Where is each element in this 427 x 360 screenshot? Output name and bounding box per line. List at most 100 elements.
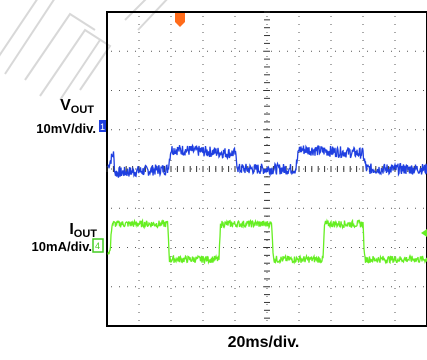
- grid-dot: [362, 208, 364, 209]
- grid-dot: [223, 168, 224, 170]
- grid-dot: [362, 40, 364, 41]
- grid-dot: [138, 280, 140, 281]
- grid-dot: [330, 104, 332, 105]
- grid-dot: [138, 312, 140, 313]
- grid-dot: [207, 129, 208, 131]
- vout-trace: [107, 143, 427, 178]
- grid-dot: [330, 216, 332, 217]
- grid-dot: [415, 90, 416, 91]
- grid-dot: [367, 129, 368, 131]
- grid-dot: [330, 232, 332, 233]
- grid-dot: [330, 144, 332, 145]
- grid-dot: [319, 50, 320, 52]
- grid-dot: [351, 286, 352, 288]
- grid-dot: [394, 128, 396, 129]
- grid-dot: [215, 247, 216, 248]
- vout-scale-label: 10mV/div.: [36, 121, 96, 136]
- grid-dot: [266, 112, 268, 113]
- grid-dot: [298, 88, 300, 89]
- grid-dot: [127, 286, 128, 288]
- grid-dot: [266, 24, 268, 25]
- grid-dot: [295, 50, 296, 52]
- grid-dot: [202, 200, 204, 201]
- grid-dot: [330, 256, 332, 257]
- grid-dot: [231, 286, 232, 288]
- grid-dot: [119, 50, 120, 52]
- grid-dot: [159, 129, 160, 131]
- grid-dot: [343, 247, 344, 248]
- grid-dot: [415, 207, 416, 209]
- grid-dot: [399, 129, 400, 131]
- grid-dot: [399, 207, 400, 209]
- grid-dot: [415, 50, 416, 52]
- grid-dot: [138, 184, 140, 185]
- grid-dot: [199, 129, 200, 131]
- grid-dot: [330, 80, 332, 81]
- grid-dot: [138, 144, 140, 145]
- grid-dot: [138, 16, 140, 17]
- grid-dot: [151, 247, 152, 248]
- grid-dot: [202, 120, 204, 121]
- grid-dot: [183, 90, 184, 91]
- grid-dot: [298, 184, 300, 185]
- grid-dot: [279, 90, 280, 91]
- channel-markers: 1 4: [92, 13, 427, 253]
- grid-dot: [362, 320, 364, 321]
- grid-dot: [199, 207, 200, 209]
- grid-dot: [394, 216, 396, 217]
- grid-dot: [234, 312, 236, 313]
- grid-dot: [391, 247, 392, 248]
- grid-dot: [151, 90, 152, 91]
- grid-dot: [367, 286, 368, 288]
- grid-dot: [298, 104, 300, 105]
- grid-dot: [266, 160, 268, 161]
- grid-dot: [255, 207, 256, 209]
- grid-dot: [159, 90, 160, 91]
- grid-dot: [247, 207, 248, 209]
- grid-dot: [330, 248, 332, 249]
- grid-dot: [223, 207, 224, 209]
- grid-dot: [266, 248, 268, 249]
- grid-dot: [330, 56, 332, 57]
- grid-dot: [170, 112, 172, 113]
- grid-dot: [234, 104, 236, 105]
- grid-dot: [298, 144, 300, 145]
- grid-dot: [223, 247, 224, 248]
- grid-dot: [415, 129, 416, 131]
- grid-dot: [135, 247, 136, 248]
- grid-dot: [199, 90, 200, 91]
- grid-dot: [330, 88, 332, 89]
- grid-dot: [234, 144, 236, 145]
- grid-dot: [202, 272, 204, 273]
- grid-dot: [127, 247, 128, 248]
- grid-dot: [234, 72, 236, 73]
- grid-dot: [362, 136, 364, 137]
- grid-dot: [330, 304, 332, 305]
- iout-trace: [107, 218, 427, 265]
- grid-dot: [263, 286, 264, 288]
- grid-dot: [175, 50, 176, 52]
- grid-dot: [202, 112, 204, 113]
- grid-dot: [119, 286, 120, 288]
- grid-dot: [330, 264, 332, 265]
- grid-dot: [143, 90, 144, 91]
- grid-dot: [234, 32, 236, 33]
- grid-dot: [303, 168, 304, 170]
- grid-dot: [271, 129, 272, 131]
- grid-dot: [399, 90, 400, 91]
- grid-dot: [151, 129, 152, 131]
- grid-dot: [266, 232, 268, 233]
- grid-dot: [119, 247, 120, 248]
- grid-dot: [138, 288, 140, 289]
- grid-dot: [362, 304, 364, 305]
- grid-dot: [263, 90, 264, 91]
- grid-dot: [234, 16, 236, 17]
- grid-dot: [287, 90, 288, 91]
- grid-dot: [266, 96, 268, 97]
- grid-dot: [143, 207, 144, 209]
- grid-dot: [295, 90, 296, 91]
- grid-dot: [207, 247, 208, 248]
- trigger-marker-icon: [175, 13, 185, 27]
- grid-dot: [271, 207, 272, 209]
